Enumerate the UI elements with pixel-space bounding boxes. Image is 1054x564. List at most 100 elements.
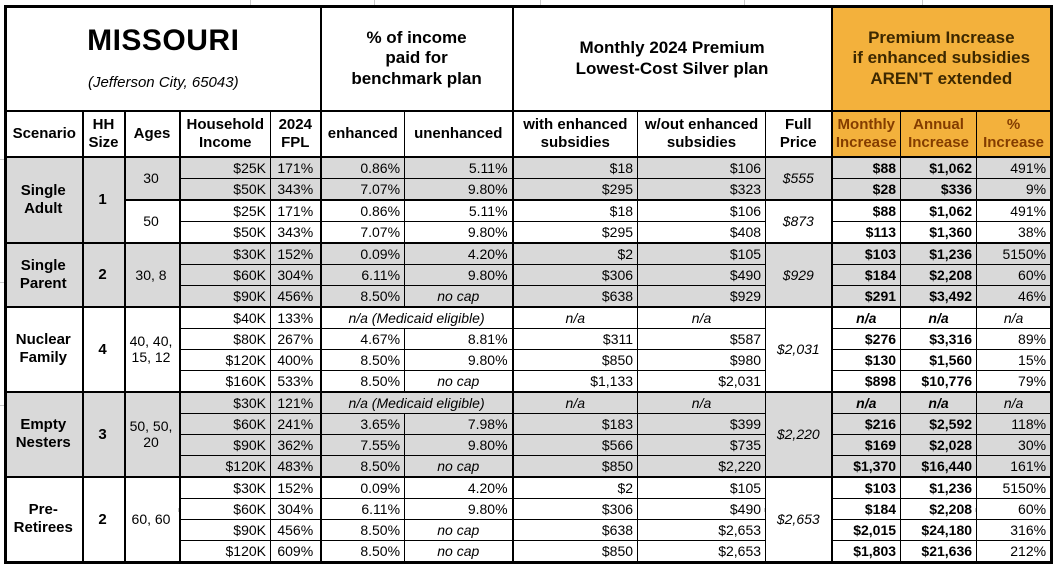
- fpl-cell: 152%: [269, 475, 322, 499]
- income-cell: $120K: [179, 348, 271, 371]
- col-header-pct-increase: % Increase: [976, 110, 1053, 158]
- ages-cell: 40, 40, 15, 12: [124, 305, 181, 393]
- benchmark-section-title: % of income paid for benchmark plan: [320, 5, 514, 112]
- col-header-with-subsidies: with enhanced subsidies: [512, 110, 639, 158]
- with-subsidies-cell: $850: [512, 348, 639, 371]
- ages-cell: 30: [124, 155, 181, 201]
- annual-increase-cell: $10,776: [900, 369, 978, 393]
- income-cell: $60K: [179, 412, 271, 435]
- pct-increase-cell: 60%: [976, 263, 1053, 286]
- income-cell: $30K: [179, 475, 271, 499]
- annual-increase-cell: $336: [900, 177, 978, 201]
- pct-increase-cell: 316%: [976, 518, 1053, 541]
- fpl-cell: 304%: [269, 497, 322, 520]
- annual-increase-cell: $1,360: [900, 220, 978, 244]
- fpl-cell: 152%: [269, 241, 322, 265]
- enhanced-cell: 3.65%: [320, 412, 406, 435]
- fpl-cell: 456%: [269, 284, 322, 308]
- ages-cell: 50: [124, 198, 181, 244]
- pct-increase-cell: 46%: [976, 284, 1053, 308]
- table-row: Empty Nesters 3 50, 50, 20 $30K 121% n/a…: [5, 390, 1053, 478]
- increase-section-title: Premium Increase if enhanced subsidies A…: [831, 5, 1053, 112]
- wout-subsidies-cell: $929: [637, 284, 767, 308]
- income-cell: $90K: [179, 284, 271, 308]
- pct-increase-cell: 89%: [976, 327, 1053, 350]
- enhanced-cell: 4.67%: [320, 327, 406, 350]
- wout-subsidies-cell: n/a: [637, 390, 767, 414]
- pct-increase-cell: 5150%: [976, 475, 1053, 499]
- full-price-cell: $2,031: [765, 305, 833, 393]
- enhanced-cell: 8.50%: [320, 284, 406, 308]
- hh-size-cell: 1: [82, 155, 126, 244]
- scenario-cell: Empty Nesters: [5, 390, 84, 478]
- hh-size-cell: 2: [82, 475, 126, 563]
- full-price-cell: $873: [765, 198, 833, 244]
- table-row: Single Adult 1 30 $25K 171% 0.86% 5.11% …: [5, 155, 1053, 244]
- pct-increase-cell: 79%: [976, 369, 1053, 393]
- col-header-fpl: 2024 FPL: [269, 110, 322, 158]
- wout-subsidies-cell: $490: [637, 497, 767, 520]
- page-title: MISSOURI: [87, 24, 240, 58]
- pct-increase-cell: 161%: [976, 454, 1053, 478]
- annual-increase-cell: $24,180: [900, 518, 978, 541]
- medicaid-note-cell: n/a (Medicaid eligible): [320, 305, 514, 329]
- wout-subsidies-cell: $980: [637, 348, 767, 371]
- ages-cell: 50, 50, 20: [124, 390, 181, 478]
- col-header-household-income: Household Income: [179, 110, 271, 158]
- monthly-increase-cell: $88: [831, 155, 902, 179]
- unenhanced-cell: 9.80%: [404, 263, 514, 286]
- monthly-increase-cell: $28: [831, 177, 902, 201]
- annual-increase-cell: $2,208: [900, 263, 978, 286]
- with-subsidies-cell: $850: [512, 454, 639, 478]
- fpl-cell: 456%: [269, 518, 322, 541]
- header-row-titles: MISSOURI (Jefferson City, 65043) % of in…: [4, 5, 1053, 112]
- unenhanced-cell: 8.81%: [404, 327, 514, 350]
- gridline-tick: [744, 0, 745, 5]
- annual-increase-cell: $2,592: [900, 412, 978, 435]
- table-row: $90K 362% 7.55% 9.80% $566 $735 $169 $2,…: [6, 433, 1053, 456]
- monthly-increase-cell: $103: [831, 475, 902, 499]
- monthly-increase-cell: $898: [831, 369, 902, 393]
- sheet-area: MISSOURI (Jefferson City, 65043) % of in…: [4, 5, 1054, 564]
- income-cell: $90K: [179, 518, 271, 541]
- with-subsidies-cell: $638: [512, 518, 639, 541]
- unenhanced-cell: 4.20%: [404, 475, 514, 499]
- with-subsidies-cell: $183: [512, 412, 639, 435]
- wout-subsidies-cell: n/a: [637, 305, 767, 329]
- gridline-tick: [0, 159, 4, 160]
- col-header-annual-increase: Annual Increase: [900, 110, 978, 158]
- enhanced-cell: 6.11%: [320, 263, 406, 286]
- monthly-increase-cell: $276: [831, 327, 902, 350]
- table-row: Nuclear Family 4 40, 40, 15, 12 $40K 133…: [5, 305, 1053, 393]
- pct-increase-cell: 212%: [976, 539, 1053, 563]
- table-row: $60K 304% 6.11% 9.80% $306 $490 $184 $2,…: [6, 263, 1053, 286]
- monthly-increase-cell: $169: [831, 433, 902, 456]
- fpl-cell: 609%: [269, 539, 322, 563]
- income-cell: $40K: [179, 305, 271, 329]
- hh-size-cell: 3: [82, 390, 126, 478]
- with-subsidies-cell: n/a: [512, 390, 639, 414]
- monthly-increase-cell: $184: [831, 263, 902, 286]
- unenhanced-cell: no cap: [404, 369, 514, 393]
- annual-increase-cell: $1,236: [900, 241, 978, 265]
- enhanced-cell: 8.50%: [320, 369, 406, 393]
- income-cell: $50K: [179, 177, 271, 201]
- unenhanced-cell: 4.20%: [404, 241, 514, 265]
- fpl-cell: 343%: [269, 220, 322, 244]
- monthly-increase-cell: $113: [831, 220, 902, 244]
- income-cell: $30K: [179, 241, 271, 265]
- ages-cell: 30, 8: [124, 241, 181, 308]
- annual-increase-cell: $3,316: [900, 327, 978, 350]
- full-price-cell: $929: [765, 241, 833, 308]
- table-row: $160K 533% 8.50% no cap $1,133 $2,031 $8…: [6, 369, 1053, 393]
- enhanced-cell: 7.07%: [320, 177, 406, 201]
- unenhanced-cell: 7.98%: [404, 412, 514, 435]
- monthly-increase-cell: n/a: [831, 305, 902, 329]
- wout-subsidies-cell: $2,220: [637, 454, 767, 478]
- unenhanced-cell: no cap: [404, 539, 514, 563]
- unenhanced-cell: no cap: [404, 518, 514, 541]
- unenhanced-cell: no cap: [404, 284, 514, 308]
- enhanced-cell: 0.86%: [320, 198, 406, 222]
- col-header-scenario: Scenario: [5, 110, 84, 158]
- gridline-tick: [374, 0, 375, 5]
